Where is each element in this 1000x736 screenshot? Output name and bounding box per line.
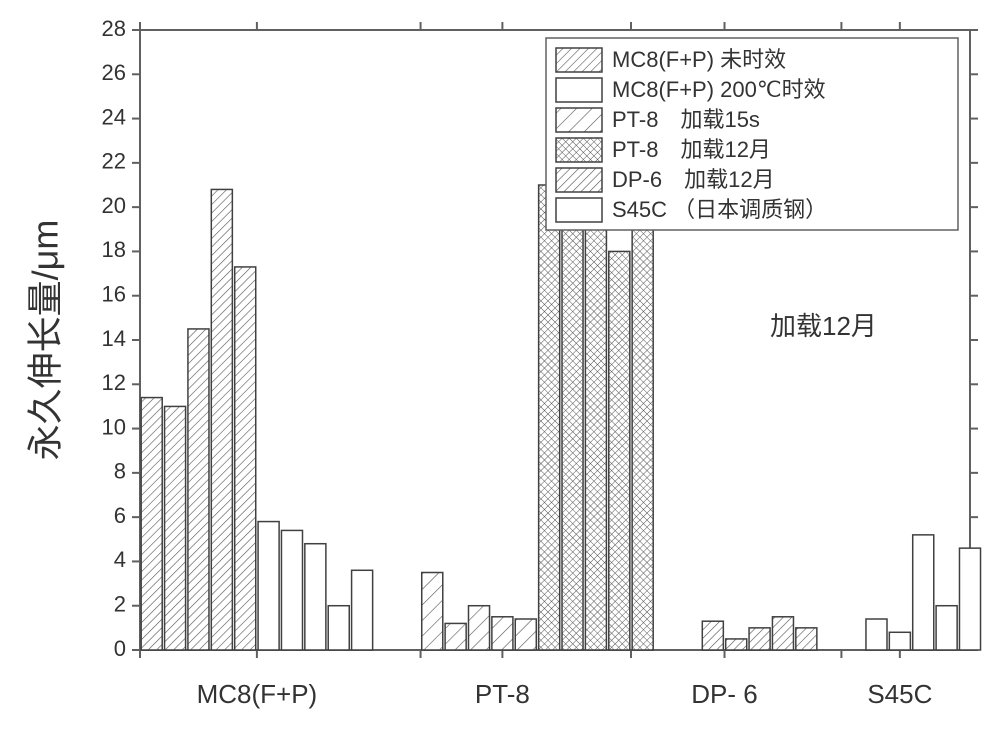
legend-label: MC8(F+P) 200℃时效 xyxy=(612,77,826,102)
bar xyxy=(422,573,443,651)
bar xyxy=(749,628,770,650)
bar xyxy=(305,544,326,650)
y-tick-label: 0 xyxy=(114,636,126,661)
y-tick-label: 20 xyxy=(102,193,126,218)
x-category-label: MC8(F+P) xyxy=(197,679,318,709)
bar xyxy=(141,398,162,650)
legend-label: PT-8 加载15s xyxy=(612,107,760,132)
legend-swatch xyxy=(556,168,602,192)
legend-label: S45C （日本调质钢） xyxy=(612,197,827,222)
legend-swatch xyxy=(556,78,602,102)
bar xyxy=(211,189,232,650)
bar xyxy=(188,329,209,650)
x-category-label: S45C xyxy=(867,679,932,709)
bar xyxy=(258,522,279,650)
y-tick-label: 16 xyxy=(102,282,126,307)
y-tick-label: 12 xyxy=(102,370,126,395)
y-tick-label: 8 xyxy=(114,459,126,484)
y-tick-label: 14 xyxy=(102,326,126,351)
y-tick-label: 4 xyxy=(114,547,126,572)
bar xyxy=(352,570,373,650)
chart-container: 0246810121416182022242628永久伸长量/μmMC8(F+P… xyxy=(0,0,1000,736)
bar xyxy=(936,606,957,650)
bar xyxy=(515,619,536,650)
y-tick-label: 10 xyxy=(102,414,126,439)
y-tick-label: 24 xyxy=(102,104,126,129)
bar xyxy=(609,251,630,650)
bar xyxy=(328,606,349,650)
legend-label: PT-8 加载12月 xyxy=(612,137,771,162)
x-category-label: DP- 6 xyxy=(691,679,757,709)
y-tick-label: 18 xyxy=(102,237,126,262)
bar xyxy=(539,185,560,650)
y-axis-title: 永久伸长量/μm xyxy=(25,220,66,461)
bar xyxy=(235,267,256,650)
bar xyxy=(702,621,723,650)
y-tick-label: 22 xyxy=(102,149,126,174)
bar xyxy=(726,639,747,650)
x-category-label: PT-8 xyxy=(475,679,530,709)
bar xyxy=(445,623,466,650)
bar xyxy=(165,406,186,650)
legend-swatch xyxy=(556,138,602,162)
bar xyxy=(772,617,793,650)
bar xyxy=(492,617,513,650)
bar xyxy=(281,530,302,650)
bar xyxy=(913,535,934,650)
bar xyxy=(585,207,606,650)
legend-label: DP-6 加载12月 xyxy=(612,167,775,192)
legend-swatch xyxy=(556,48,602,72)
legend-swatch xyxy=(556,108,602,132)
annotation-text: 加载12月 xyxy=(770,311,877,341)
bar xyxy=(796,628,817,650)
bar xyxy=(468,606,489,650)
bar xyxy=(889,632,910,650)
legend-swatch xyxy=(556,198,602,222)
y-tick-label: 26 xyxy=(102,60,126,85)
bar-chart: 0246810121416182022242628永久伸长量/μmMC8(F+P… xyxy=(0,0,1000,736)
bar xyxy=(866,619,887,650)
bar xyxy=(959,548,980,650)
y-tick-label: 28 xyxy=(102,16,126,41)
y-tick-label: 2 xyxy=(114,592,126,617)
y-tick-label: 6 xyxy=(114,503,126,528)
legend-label: MC8(F+P) 未时效 xyxy=(612,47,786,72)
